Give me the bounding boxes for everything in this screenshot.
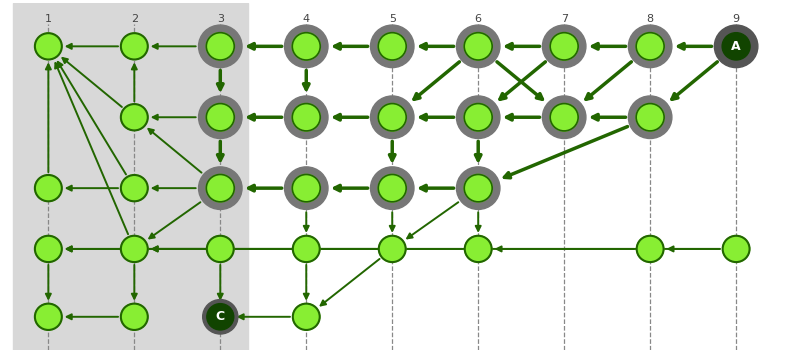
Circle shape <box>35 236 62 262</box>
Text: A: A <box>731 40 741 53</box>
Circle shape <box>198 96 242 138</box>
Circle shape <box>370 25 414 68</box>
Circle shape <box>457 96 500 138</box>
Circle shape <box>637 236 664 262</box>
Circle shape <box>550 103 578 131</box>
Circle shape <box>292 103 320 131</box>
Circle shape <box>285 167 328 209</box>
Circle shape <box>464 103 492 131</box>
Circle shape <box>198 167 242 209</box>
Circle shape <box>121 304 148 330</box>
Circle shape <box>121 175 148 201</box>
Circle shape <box>206 174 234 202</box>
Circle shape <box>636 103 664 131</box>
Circle shape <box>542 25 586 68</box>
Circle shape <box>457 25 500 68</box>
Circle shape <box>198 25 242 68</box>
Text: C: C <box>216 310 225 323</box>
Circle shape <box>378 103 406 131</box>
Circle shape <box>378 33 406 60</box>
Text: 1: 1 <box>45 14 52 24</box>
Text: 8: 8 <box>646 14 654 24</box>
Circle shape <box>628 96 672 138</box>
Circle shape <box>121 33 148 60</box>
Circle shape <box>121 104 148 130</box>
Circle shape <box>464 174 492 202</box>
Circle shape <box>550 33 578 60</box>
Circle shape <box>628 25 672 68</box>
Circle shape <box>292 174 320 202</box>
Circle shape <box>370 167 414 209</box>
Text: 3: 3 <box>217 14 224 24</box>
Circle shape <box>378 174 406 202</box>
Text: 6: 6 <box>474 14 482 24</box>
Text: 2: 2 <box>130 14 138 24</box>
Circle shape <box>636 33 664 60</box>
Circle shape <box>35 33 62 60</box>
Circle shape <box>35 175 62 201</box>
Circle shape <box>722 33 750 60</box>
Circle shape <box>35 304 62 330</box>
Text: 9: 9 <box>733 14 740 24</box>
Circle shape <box>542 96 586 138</box>
Circle shape <box>464 33 492 60</box>
Text: 4: 4 <box>302 14 310 24</box>
Circle shape <box>722 236 750 262</box>
Text: 5: 5 <box>389 14 396 24</box>
Circle shape <box>293 236 320 262</box>
Circle shape <box>207 236 234 262</box>
Circle shape <box>370 96 414 138</box>
Circle shape <box>207 304 234 330</box>
Circle shape <box>293 304 320 330</box>
Circle shape <box>457 167 500 209</box>
Circle shape <box>285 25 328 68</box>
Circle shape <box>378 236 406 262</box>
Circle shape <box>206 33 234 60</box>
Circle shape <box>202 300 238 334</box>
Circle shape <box>292 33 320 60</box>
Text: 7: 7 <box>561 14 568 24</box>
Bar <box>13 3 248 350</box>
Circle shape <box>121 236 148 262</box>
Circle shape <box>714 25 758 68</box>
Circle shape <box>206 103 234 131</box>
Circle shape <box>465 236 492 262</box>
Circle shape <box>285 96 328 138</box>
